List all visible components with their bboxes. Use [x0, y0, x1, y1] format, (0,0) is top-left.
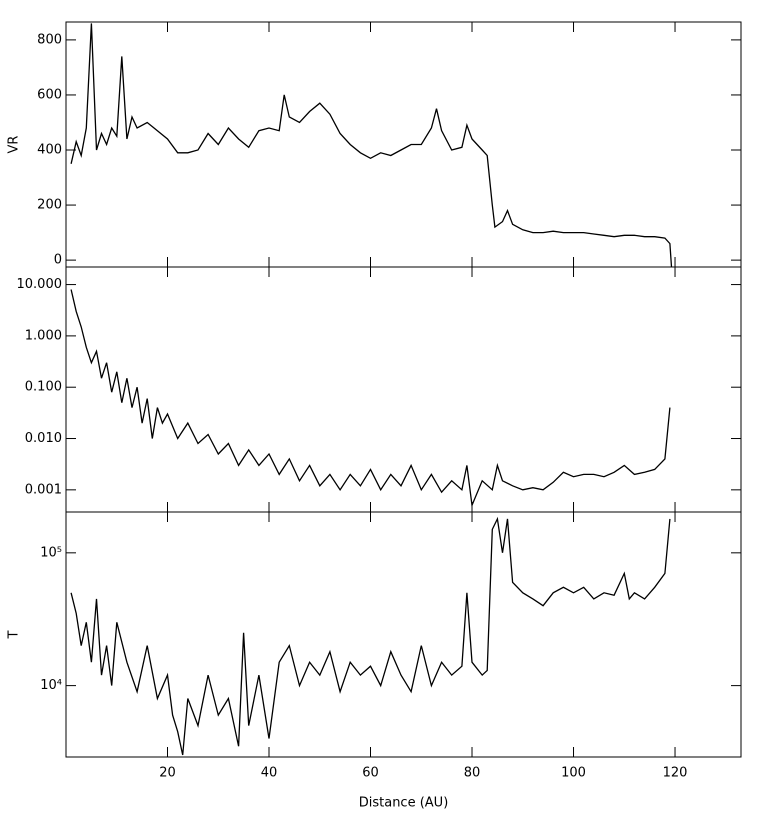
y-tick-label: 10⁵ — [40, 545, 62, 560]
panel-frame — [65, 511, 742, 758]
y-tick-label: 1.000 — [25, 328, 62, 343]
plot-area — [70, 289, 671, 508]
y-tick-label: 400 — [37, 143, 62, 158]
y-tick-label: 0.001 — [25, 482, 62, 497]
x-tick-label: 80 — [464, 766, 481, 781]
y-tick-label: 10⁴ — [40, 678, 62, 693]
x-tick-label: 100 — [561, 766, 586, 781]
plot-area — [70, 516, 671, 756]
x-tick-label: 60 — [362, 766, 379, 781]
x-tick-label: 40 — [261, 766, 278, 781]
y-tick-label: 800 — [37, 32, 62, 47]
y-tick-label: 0.010 — [25, 431, 62, 446]
x-tick-label: 20 — [159, 766, 176, 781]
y-tick-label: 10.000 — [17, 277, 63, 292]
y-axis-label: T — [7, 630, 22, 639]
data-line — [70, 289, 671, 508]
y-tick-label: 200 — [37, 198, 62, 213]
y-tick-label: 600 — [37, 87, 62, 102]
y-tick-label: 0 — [54, 253, 62, 268]
x-axis-label: Distance (AU) — [359, 796, 449, 811]
data-line — [70, 516, 671, 756]
plot-area — [70, 23, 673, 267]
panel-frame — [65, 266, 742, 513]
y-tick-label: 0.100 — [25, 380, 62, 395]
panel-frame — [65, 21, 742, 268]
y-axis-label: VR — [7, 136, 22, 154]
data-line — [70, 23, 673, 267]
x-tick-label: 120 — [663, 766, 688, 781]
